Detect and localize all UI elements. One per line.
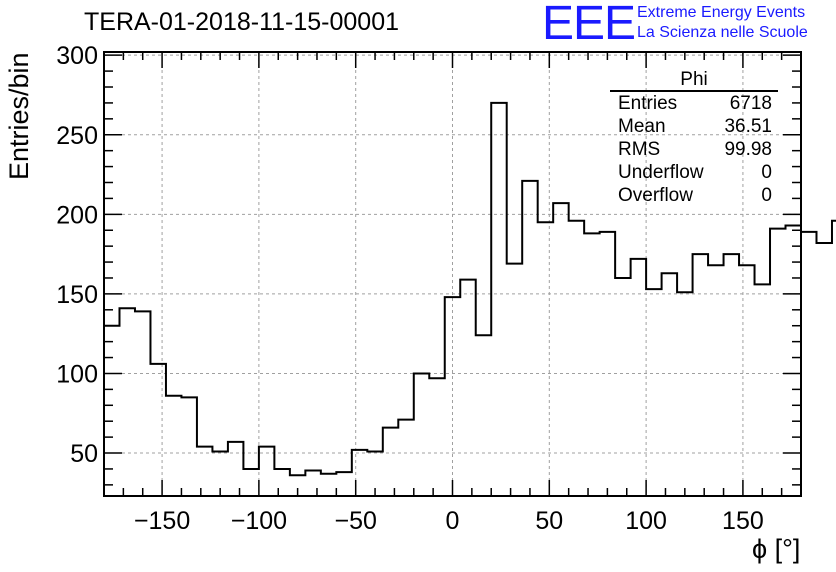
stats-row-rms: RMS 99.98 (610, 138, 778, 161)
stats-row-overflow: Overflow 0 (610, 184, 778, 207)
x-tick-label: −150 (134, 507, 190, 535)
logo-caption-line1: Extreme Energy Events (637, 4, 806, 21)
eee-logo: EEE (542, 0, 636, 50)
stats-value: 99.98 (724, 139, 772, 160)
stats-label: Entries (618, 93, 678, 114)
x-tick-label: 100 (625, 507, 667, 535)
y-tick-label: 150 (56, 281, 98, 309)
stats-row-underflow: Underflow 0 (610, 161, 778, 184)
histogram-line (104, 101, 836, 477)
stats-title: Phi (610, 70, 778, 92)
x-tick-labels: −150 −100 −50 0 50 100 150 (134, 507, 764, 535)
stats-row-mean: Mean 36.51 (610, 115, 778, 138)
stats-box: Phi Entries 6718 Mean 36.51 RMS 99.98 Un… (610, 70, 778, 207)
stats-value: 6718 (729, 93, 772, 114)
stats-label: Overflow (618, 185, 693, 206)
stats-value: 36.51 (724, 116, 772, 137)
axis-ticks (103, 52, 802, 496)
stats-value: 0 (761, 185, 772, 206)
x-tick-label: −100 (231, 507, 287, 535)
stats-label: RMS (618, 139, 661, 160)
y-tick-label: 100 (56, 360, 98, 388)
x-tick-label: 150 (722, 507, 764, 535)
x-tick-label: −50 (334, 507, 376, 535)
plot-title: TERA-01-2018-11-15-00001 (84, 8, 400, 36)
y-tick-label: 300 (56, 42, 98, 70)
y-tick-label: 50 (70, 440, 98, 468)
y-axis-label: Entries/bin (4, 52, 34, 180)
logo-caption: Extreme Energy Events La Scienza nelle S… (637, 3, 808, 43)
y-tick-labels: 50 100 150 200 250 300 (56, 42, 98, 468)
stats-row-entries: Entries 6718 (610, 92, 778, 115)
x-axis-label: ϕ [°] (752, 534, 801, 564)
stats-value: 0 (761, 162, 772, 183)
y-tick-label: 250 (56, 122, 98, 150)
stats-label: Underflow (618, 162, 704, 183)
x-tick-label: 50 (535, 507, 563, 535)
logo-caption-line2: La Scienza nelle Scuole (637, 24, 808, 41)
stats-label: Mean (618, 116, 666, 137)
y-tick-label: 200 (56, 201, 98, 229)
x-tick-label: 0 (446, 507, 460, 535)
